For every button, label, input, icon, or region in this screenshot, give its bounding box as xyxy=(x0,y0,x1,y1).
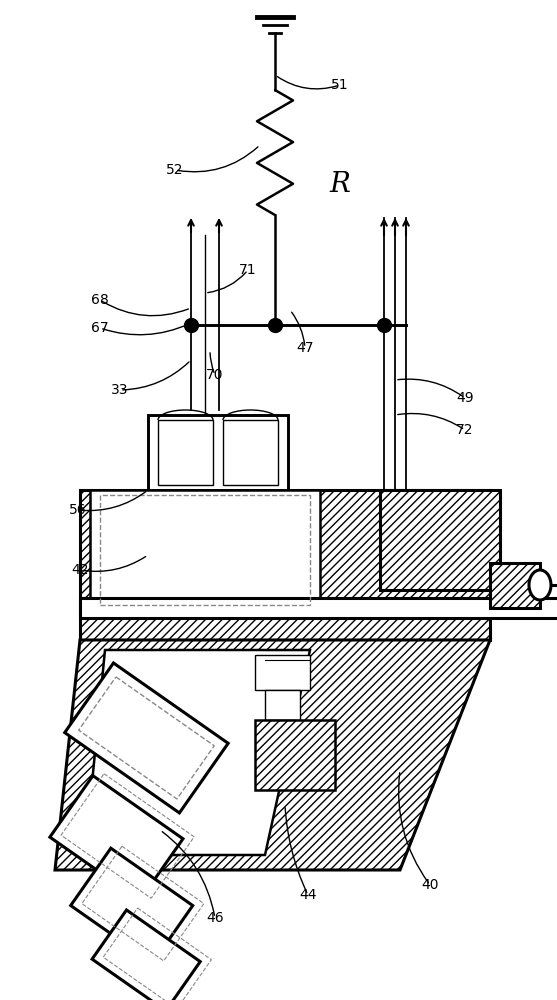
Bar xyxy=(380,490,500,590)
Polygon shape xyxy=(55,640,490,870)
Bar xyxy=(490,563,540,608)
Bar xyxy=(223,420,278,485)
Bar xyxy=(148,415,288,490)
Polygon shape xyxy=(65,663,228,813)
Bar xyxy=(80,490,490,640)
Text: 71: 71 xyxy=(239,263,257,277)
Bar xyxy=(380,490,500,590)
Ellipse shape xyxy=(529,570,551,600)
Text: 47: 47 xyxy=(296,341,314,355)
Bar xyxy=(80,598,557,618)
Text: 70: 70 xyxy=(206,368,224,382)
Bar xyxy=(255,720,335,790)
Text: 40: 40 xyxy=(421,878,439,892)
Text: R: R xyxy=(330,172,350,198)
Bar xyxy=(490,563,540,608)
Text: 68: 68 xyxy=(91,293,109,307)
Text: 44: 44 xyxy=(299,888,317,902)
Text: 46: 46 xyxy=(206,911,224,925)
Polygon shape xyxy=(85,650,310,855)
Text: 67: 67 xyxy=(91,321,109,335)
Polygon shape xyxy=(50,776,183,900)
Polygon shape xyxy=(71,848,193,963)
Text: 42: 42 xyxy=(71,563,89,577)
Text: 56: 56 xyxy=(69,503,87,517)
Bar xyxy=(255,655,310,690)
Bar xyxy=(255,720,335,790)
Text: 51: 51 xyxy=(331,78,349,92)
Bar xyxy=(80,490,490,640)
Bar xyxy=(270,720,295,750)
Bar xyxy=(100,495,310,605)
Bar xyxy=(265,690,300,720)
Polygon shape xyxy=(92,910,200,1000)
Text: 33: 33 xyxy=(111,383,129,397)
Text: 52: 52 xyxy=(166,163,184,177)
Bar xyxy=(90,490,320,610)
Text: 72: 72 xyxy=(456,423,474,437)
Text: 49: 49 xyxy=(456,391,474,405)
Bar xyxy=(158,420,213,485)
